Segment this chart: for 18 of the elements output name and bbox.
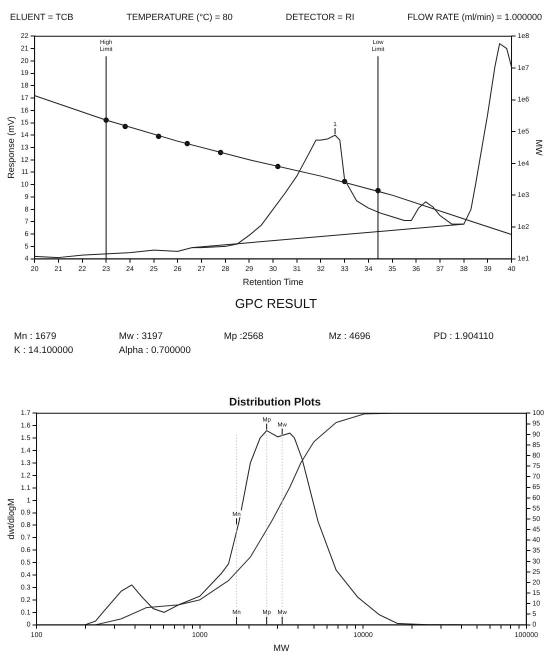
text: Alpha : 0.700000	[118, 345, 192, 356]
y-axis-title: Response (mV)	[6, 116, 16, 179]
x-axis-title: MW	[273, 643, 290, 654]
text: ELUENT = TCB	[10, 12, 74, 22]
text: Mn : 1679	[14, 331, 58, 342]
y2-axis-title: MW	[534, 140, 544, 156]
text: Mz : 4696	[328, 331, 372, 342]
text: DETECTOR = RI	[286, 12, 354, 22]
chart-title: Distribution Plots	[229, 396, 321, 409]
text: Mp :2568	[224, 331, 264, 342]
text: GPC RESULT	[234, 295, 318, 311]
y-axis-title: dwt/dlogM	[6, 498, 16, 540]
text: TEMPERATURE (°C) = 80	[126, 12, 233, 22]
text: K : 14.100000	[14, 345, 74, 356]
text: Mw : 3197	[118, 331, 164, 342]
x-axis-title: Retention Time	[242, 277, 304, 288]
text: FLOW RATE (ml/min) = 1.000000	[407, 12, 542, 22]
text: PD : 1.904110	[434, 331, 495, 342]
